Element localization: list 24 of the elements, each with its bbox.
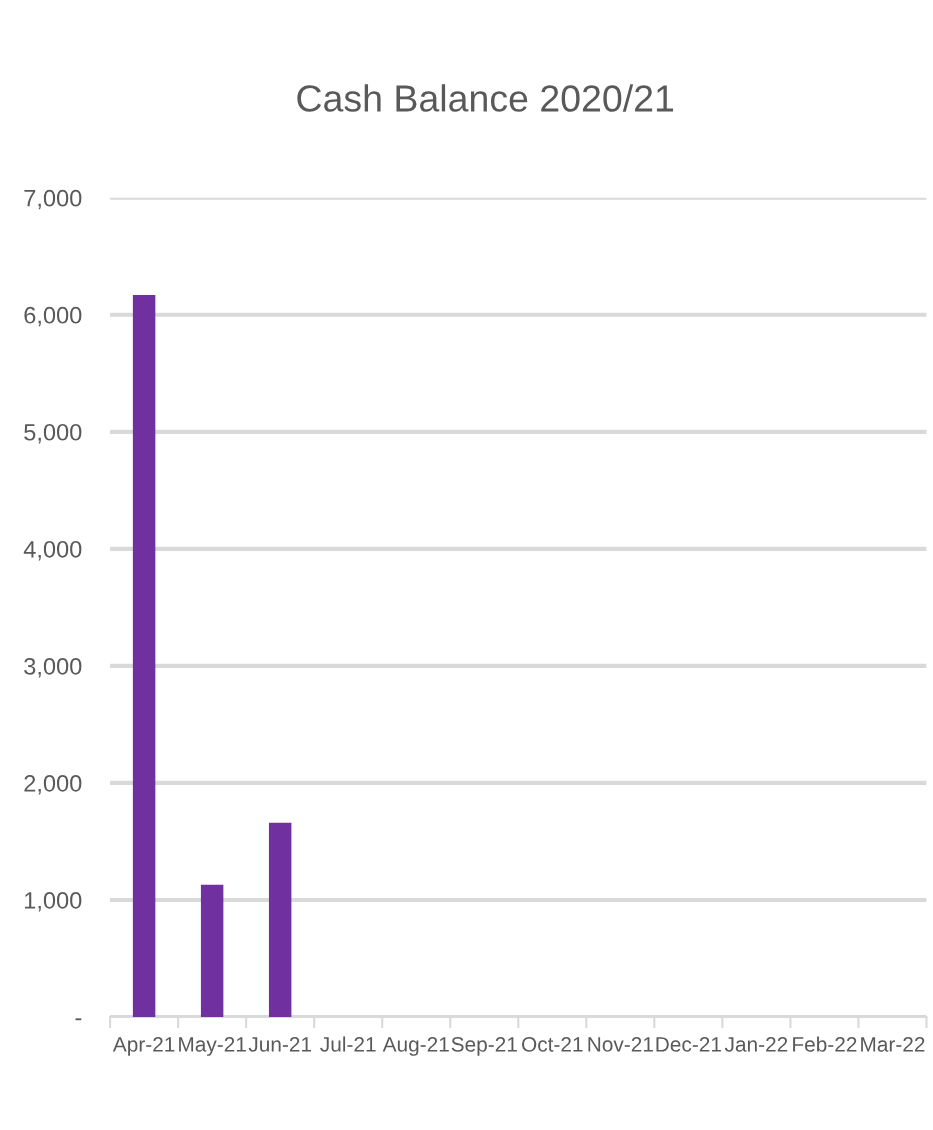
x-tick-label: Jul-21 [320,1036,376,1052]
chart-title: Cash Balance 2020/21 [297,84,674,112]
x-tick-label: Feb-22 [793,1036,857,1052]
y-tick-label: - [75,1018,82,1021]
y-tick-label: 4,000 [23,540,82,561]
y-tick-label: 2,000 [24,775,82,795]
x-tick-label: Mar-22 [861,1036,925,1052]
y-tick-label: 5,000 [24,423,82,444]
x-tick-label: Dec-21 [656,1036,721,1052]
x-tick-label: Jan-22 [724,1036,788,1052]
x-tick-label: May-21 [179,1036,246,1056]
x-tick-label: Apr-21 [112,1036,175,1056]
bar [268,822,292,1017]
y-tick-label: 1,000 [25,892,82,912]
y-tick-label: 6,000 [24,306,82,327]
x-tick-label: Sep-21 [451,1036,517,1056]
x-tick-label: Nov-21 [588,1036,653,1052]
x-tick-label: Jun-21 [248,1036,312,1052]
y-tick-label: 7,000 [24,189,82,210]
bar [200,884,224,1017]
bar [132,294,156,1017]
x-tick-label: Aug-21 [382,1036,449,1056]
x-tick-label: Oct-21 [522,1036,583,1052]
y-tick-label: 3,000 [24,657,82,678]
